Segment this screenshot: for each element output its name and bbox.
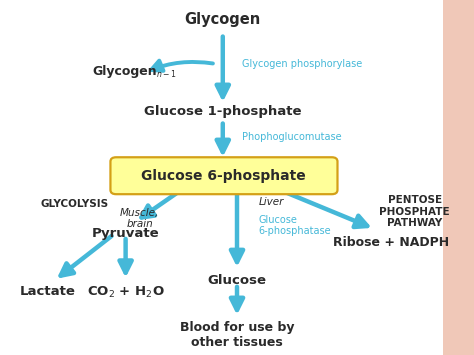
Text: Glycogen: Glycogen: [185, 12, 261, 27]
Text: Ribose + NADPH: Ribose + NADPH: [333, 236, 449, 249]
Text: Glucose: Glucose: [208, 274, 266, 287]
Text: Glycogen: Glycogen: [92, 65, 157, 77]
Text: Pyruvate: Pyruvate: [92, 227, 159, 240]
Text: CO$_2$ + H$_2$O: CO$_2$ + H$_2$O: [87, 285, 164, 300]
Text: Blood for use by
other tissues: Blood for use by other tissues: [180, 321, 294, 349]
Text: Lactate: Lactate: [19, 285, 75, 298]
Text: Phophoglucomutase: Phophoglucomutase: [242, 132, 341, 142]
Text: GLYCOLYSIS: GLYCOLYSIS: [40, 199, 109, 209]
Text: Liver: Liver: [258, 197, 284, 207]
Text: Glucose 1-phosphate: Glucose 1-phosphate: [144, 105, 301, 118]
Text: Glucose
6-phosphatase: Glucose 6-phosphatase: [258, 215, 331, 236]
Text: Muscle,
brain: Muscle, brain: [120, 208, 159, 229]
Text: PENTOSE
PHOSPHATE
PATHWAY: PENTOSE PHOSPHATE PATHWAY: [380, 195, 450, 229]
FancyBboxPatch shape: [110, 157, 337, 194]
Text: Glycogen phosphorylase: Glycogen phosphorylase: [242, 59, 362, 69]
Text: Glucose 6-phosphate: Glucose 6-phosphate: [141, 169, 306, 183]
Text: $_{n-1}$: $_{n-1}$: [156, 69, 177, 81]
